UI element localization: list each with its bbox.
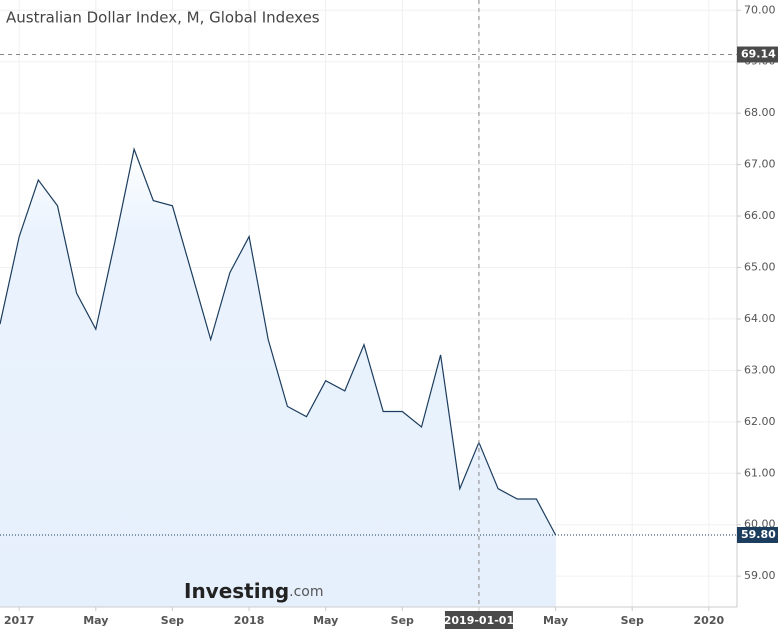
y-tick-label: 61.00 bbox=[744, 466, 776, 479]
y-tick-label: 65.00 bbox=[744, 260, 776, 273]
x-tick-label: May bbox=[543, 614, 568, 627]
x-tick-label: 2019-01-01 bbox=[444, 614, 514, 627]
watermark: Investing.com bbox=[184, 579, 324, 603]
y-tick-label: 59.00 bbox=[744, 569, 776, 582]
line bbox=[0, 147, 557, 536]
crosshair-y-label-bg bbox=[737, 46, 778, 63]
y-tick-label: 70.00 bbox=[744, 3, 776, 16]
x-tick-label: Sep bbox=[161, 614, 184, 627]
chart-title: Australian Dollar Index, M, Global Index… bbox=[6, 9, 320, 27]
x-tick-label: 2020 bbox=[694, 614, 725, 627]
crosshair-y-label: 69.14 bbox=[741, 48, 776, 61]
watermark-suffix: .com bbox=[289, 584, 323, 600]
area bbox=[0, 149, 556, 607]
x-tick-label: May bbox=[313, 614, 338, 627]
y-tick-label: 64.00 bbox=[744, 312, 776, 325]
last-value-label: 59.80 bbox=[741, 528, 776, 541]
y-tick-label: 68.00 bbox=[744, 106, 776, 119]
x-tick-label: May bbox=[83, 614, 108, 627]
y-tick-label: 63.00 bbox=[744, 363, 776, 376]
x-tick-label: Sep bbox=[391, 614, 414, 627]
price-axis bbox=[737, 0, 778, 630]
plot bbox=[0, 0, 737, 607]
x-tick-label: 2018 bbox=[234, 614, 265, 627]
x-tick-label: Sep bbox=[621, 614, 644, 627]
x-tick-label: 2017 bbox=[4, 614, 35, 627]
y-tick-label: 66.00 bbox=[744, 209, 776, 222]
last-value-bg bbox=[737, 526, 778, 543]
watermark-brand: Investing bbox=[184, 579, 289, 603]
crosshair-x-label-bg bbox=[444, 611, 513, 629]
y-tick-label: 62.00 bbox=[744, 415, 776, 428]
y-tick-label: 67.00 bbox=[744, 158, 776, 171]
